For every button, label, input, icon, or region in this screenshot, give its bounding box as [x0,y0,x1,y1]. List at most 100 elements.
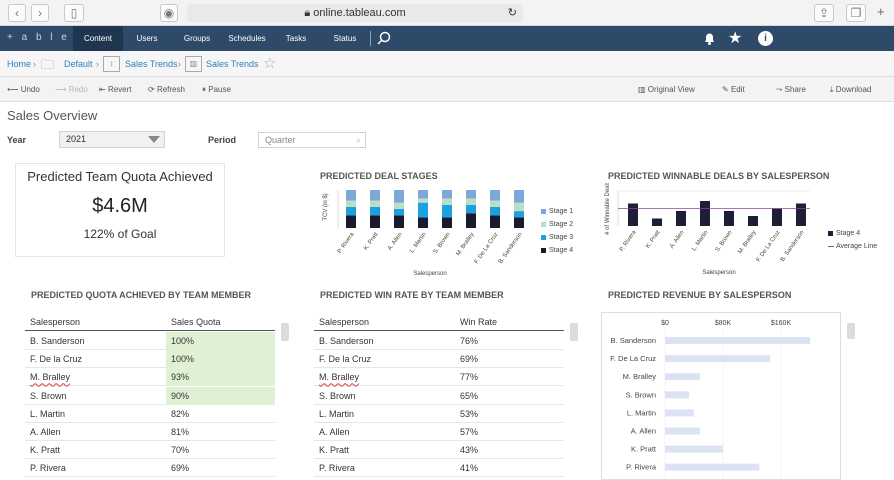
bar-segment [418,202,428,218]
nav-status[interactable]: Status [333,34,357,43]
refresh-button[interactable]: ⟳ Refresh [148,85,185,94]
kpi-title: Predicted Team Quota Achieved [27,169,213,184]
breadcrumb-home[interactable]: Home [7,59,32,69]
star-icon[interactable]: ★ [728,30,743,47]
salesperson-cell: L. Martin [30,408,66,419]
bar [665,463,760,471]
nav-tasks[interactable]: Tasks [285,34,307,43]
browser-toolbar: ‹ › ▯ ◉ 🔒︎ online.tableau.com ↻ ⇪ ❐ + [0,0,894,26]
quota-scrollbar[interactable] [281,323,289,341]
address-bar[interactable]: 🔒︎ online.tableau.com ↻ [187,4,523,22]
table-row[interactable]: S. Brown 90% [25,386,275,405]
revert-button[interactable]: ⇤ Revert [99,85,132,94]
y-axis-label: TCV (in $) [323,193,329,220]
table-row[interactable]: B. Sanderson 100% [25,332,275,350]
cell-highlight [166,368,275,387]
forward-button[interactable]: › [31,4,49,22]
legend-swatch [541,247,546,253]
favorite-star-icon[interactable]: ☆ [263,55,277,72]
period-search-input[interactable]: Quarter ⌕ [258,132,366,148]
bar-segment [394,190,404,203]
nav-content[interactable]: Content [73,26,123,51]
revenue-scrollbar[interactable] [847,323,855,339]
workbook-icon: ↕ [103,56,120,72]
edit-button[interactable]: ✎ Edit [722,85,745,94]
url-text: online.tableau.com [313,7,406,19]
table-row[interactable]: K. Pratt 70% [25,441,275,460]
reload-icon[interactable]: ↻ [507,7,517,19]
legend-label: Stage 2 [549,221,574,228]
table-row[interactable]: P. Rivera 41% [314,459,564,478]
table-row[interactable]: L. Martin 82% [25,405,275,423]
undo-button[interactable]: ⟵ Undo [7,85,40,94]
x-tick-label: K. Pratt [363,231,380,251]
bar-segment [370,190,380,201]
breadcrumb-project[interactable]: Default [64,59,93,69]
bar [628,203,638,226]
back-button[interactable]: ‹ [8,4,26,22]
bar-segment [394,209,404,216]
winrate-scrollbar[interactable] [570,323,578,341]
search-icon: ⌕ [355,135,361,145]
extension-icon[interactable]: ◉ [160,4,178,22]
table-row[interactable]: B. Sanderson 76% [314,332,564,350]
deal-stages-legend: Stage 1 Stage 2 Stage 3 Stage 4 [541,208,573,254]
table-row[interactable]: A. Allen 57% [314,423,564,441]
share-icon[interactable]: ⇪ [814,4,834,22]
table-row[interactable]: M. Bralley 77% [314,368,564,387]
original-view-button[interactable]: ▥ Original View [638,85,695,94]
bar [676,211,686,226]
period-label: Period [208,135,237,145]
breadcrumb-view[interactable]: Sales Trends [206,59,259,69]
x-tick-label: M. Bralley [455,232,475,257]
quota-table-title: PREDICTED QUOTA ACHIEVED BY TEAM MEMBER [31,290,252,300]
breadcrumb-workbook[interactable]: Sales Trends [125,59,178,69]
bar [665,391,689,399]
table-row[interactable]: K. Pratt 43% [314,441,564,460]
search-icon[interactable] [377,31,392,46]
bar-segment [466,198,476,205]
table-row[interactable]: F. De la Cruz 100% [25,350,275,369]
x-tick-label: F. De La Cruz [474,232,500,265]
new-tab-icon[interactable]: + [877,4,885,19]
tableau-logo[interactable]: + a b l e a u [7,32,99,43]
table-row[interactable]: F. De la Cruz 69% [314,350,564,369]
top-nav: + a b l e a u Content Users Groups Sched… [0,26,894,51]
table-row[interactable]: M. Bralley 93% [25,368,275,387]
column-header: Salesperson [30,317,81,327]
legend-label: Stage 4 [549,247,574,254]
value-cell: 76% [460,336,479,346]
bar-segment [514,202,524,212]
table-row[interactable]: L. Martin 53% [314,405,564,423]
table-row[interactable]: P. Rivera 69% [25,459,275,478]
year-label: Year [7,135,27,145]
nav-groups[interactable]: Groups [183,34,211,43]
salesperson-cell: S. Brown [319,390,356,401]
x-tick-label: F. De La Cruz [756,230,782,263]
salesperson-cell: K. Pratt [319,445,350,456]
table-row[interactable]: A. Allen 81% [25,423,275,441]
value-cell: 57% [460,427,479,437]
year-dropdown[interactable]: 2021 [59,131,165,148]
bar [796,203,806,226]
bar [665,409,694,417]
table-row[interactable]: S. Brown 65% [314,387,564,405]
y-tick-label: A. Allen [631,427,656,436]
bar [665,337,810,344]
bell-icon[interactable] [702,31,717,46]
value-cell: 93% [171,372,190,383]
share-button[interactable]: ⤳ Share [776,85,806,94]
page-title: Sales Overview [7,108,98,123]
y-tick-label: B. Sanderson [611,336,656,345]
info-icon[interactable]: i [758,31,773,46]
pause-button[interactable]: ⏸︎ Pause [202,85,231,94]
x-tick-label: S. Brown [715,230,734,253]
salesperson-cell: P. Rivera [30,463,66,474]
download-button[interactable]: ⤓ Download [830,85,872,94]
tabs-icon[interactable]: ❐ [846,4,866,22]
nav-users[interactable]: Users [136,34,158,43]
nav-schedules[interactable]: Schedules [228,34,266,43]
nav-divider [370,31,371,46]
sidebar-toggle-icon[interactable]: ▯ [64,4,84,22]
redo-button[interactable]: ⟶ Redo [55,85,88,94]
